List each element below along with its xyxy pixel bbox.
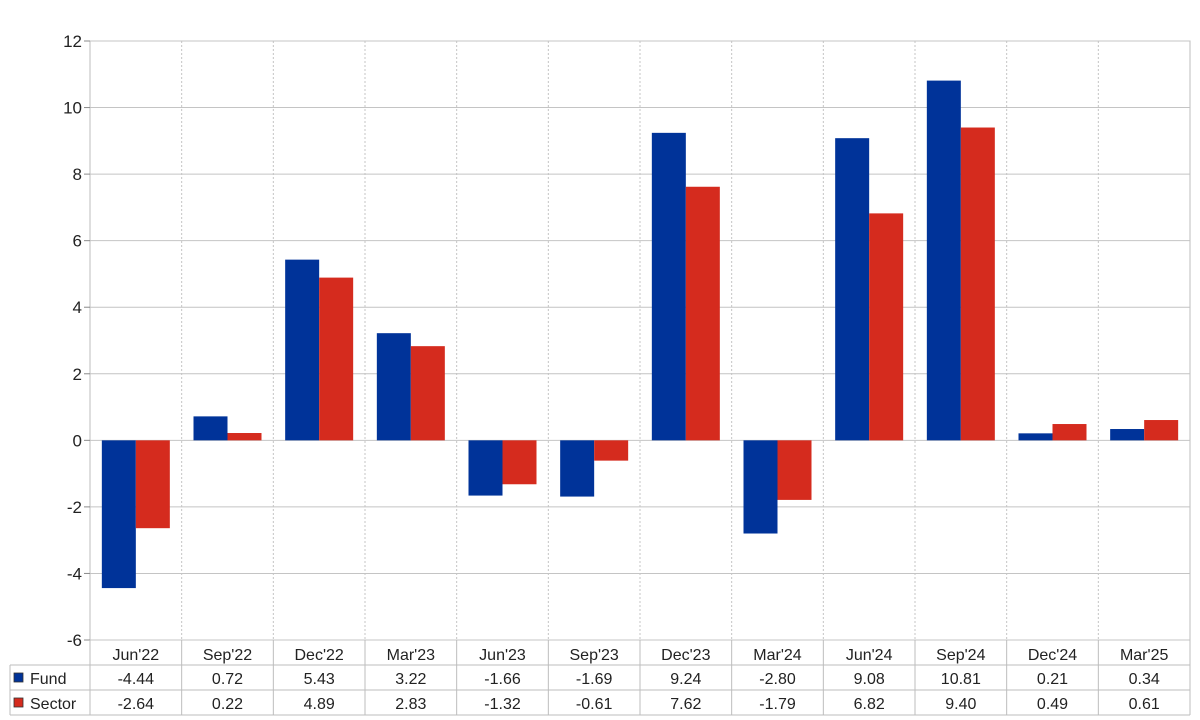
x-category-label: Jun'22 <box>113 647 160 664</box>
bar-sector <box>1052 424 1087 441</box>
table-cell: 0.49 <box>1037 696 1068 713</box>
table-cell: -1.79 <box>759 696 796 713</box>
table-cell: -1.32 <box>484 696 521 713</box>
bar-fund <box>101 440 136 589</box>
y-tick-label: 6 <box>73 232 82 251</box>
bar-fund <box>651 132 686 441</box>
table-cell: -0.61 <box>576 696 613 713</box>
table-cell: -2.64 <box>118 696 155 713</box>
table-cell: 0.34 <box>1129 671 1160 688</box>
x-category-label: Sep'23 <box>570 647 619 664</box>
y-axis: -6 -4 -2 0 2 4 6 8 10 12 <box>63 32 90 650</box>
bar-fund <box>560 440 595 497</box>
y-tick-label: 4 <box>73 298 82 317</box>
legend-swatch-sector <box>13 697 24 708</box>
bar-fund <box>285 259 320 441</box>
bar-sector <box>777 440 812 500</box>
y-tick-label: 10 <box>63 99 82 118</box>
table-cell: 10.81 <box>941 671 981 688</box>
bar-fund <box>743 440 778 534</box>
legend-swatch-fund <box>13 672 24 683</box>
table-cell: 0.21 <box>1037 671 1068 688</box>
table-cell: -1.69 <box>576 671 613 688</box>
y-tick-label: 8 <box>73 165 82 184</box>
x-category-label: Dec'24 <box>1028 647 1077 664</box>
table-cell: -1.66 <box>484 671 521 688</box>
bar-sector <box>1144 420 1179 441</box>
bar-sector <box>410 346 445 441</box>
table-cell: -2.80 <box>759 671 796 688</box>
bar-sector <box>227 433 262 441</box>
x-category-label: Dec'22 <box>295 647 344 664</box>
x-category-label: Jun'24 <box>846 647 893 664</box>
y-tick-label: -6 <box>67 631 82 650</box>
y-tick-label: 2 <box>73 365 82 384</box>
bar-fund <box>1110 429 1145 441</box>
y-tick-label: 0 <box>73 431 82 450</box>
bar-fund <box>926 80 961 441</box>
bar-sector <box>319 277 354 441</box>
bar-sector <box>594 440 629 461</box>
legend-label-fund: Fund <box>30 671 66 688</box>
table-cell: 9.08 <box>854 671 885 688</box>
bar-fund <box>1018 433 1053 441</box>
y-tick-label: 12 <box>63 32 82 51</box>
table-cell: 2.83 <box>395 696 426 713</box>
bars <box>101 80 1179 589</box>
table-cell: 6.82 <box>854 696 885 713</box>
bar-fund <box>376 333 411 441</box>
legend-label-sector: Sector <box>30 696 77 713</box>
table-cell: 3.22 <box>395 671 426 688</box>
table-cell: 0.72 <box>212 671 243 688</box>
bar-fund <box>468 440 503 496</box>
x-category-label: Mar'23 <box>387 647 436 664</box>
y-tick-label: -2 <box>67 498 82 517</box>
x-category-label: Jun'23 <box>479 647 526 664</box>
table-cell: 9.24 <box>670 671 701 688</box>
table-cell: -4.44 <box>118 671 155 688</box>
x-category-label: Sep'22 <box>203 647 252 664</box>
table-cell: 0.61 <box>1129 696 1160 713</box>
y-tick-label: -4 <box>67 564 82 583</box>
bar-sector <box>869 213 904 441</box>
x-category-label: Sep'24 <box>936 647 985 664</box>
bar-sector <box>135 440 170 529</box>
table-cell: 4.89 <box>304 696 335 713</box>
bar-sector <box>960 127 995 441</box>
bar-sector <box>685 186 720 441</box>
bar-fund <box>835 138 870 441</box>
data-table: Jun'22 Sep'22 Dec'22 Mar'23 Jun'23 Sep'23 Dec'… <box>9 640 1191 716</box>
x-category-label: Dec'23 <box>661 647 710 664</box>
table-cell: 0.22 <box>212 696 243 713</box>
gridlines <box>89 40 1191 641</box>
x-category-label: Mar'24 <box>753 647 802 664</box>
bar-fund <box>193 416 228 441</box>
bar-sector <box>502 440 537 485</box>
table-cell: 7.62 <box>670 696 701 713</box>
table-cell: 5.43 <box>304 671 335 688</box>
table-cell: 9.40 <box>945 696 976 713</box>
x-category-label: Mar'25 <box>1120 647 1169 664</box>
